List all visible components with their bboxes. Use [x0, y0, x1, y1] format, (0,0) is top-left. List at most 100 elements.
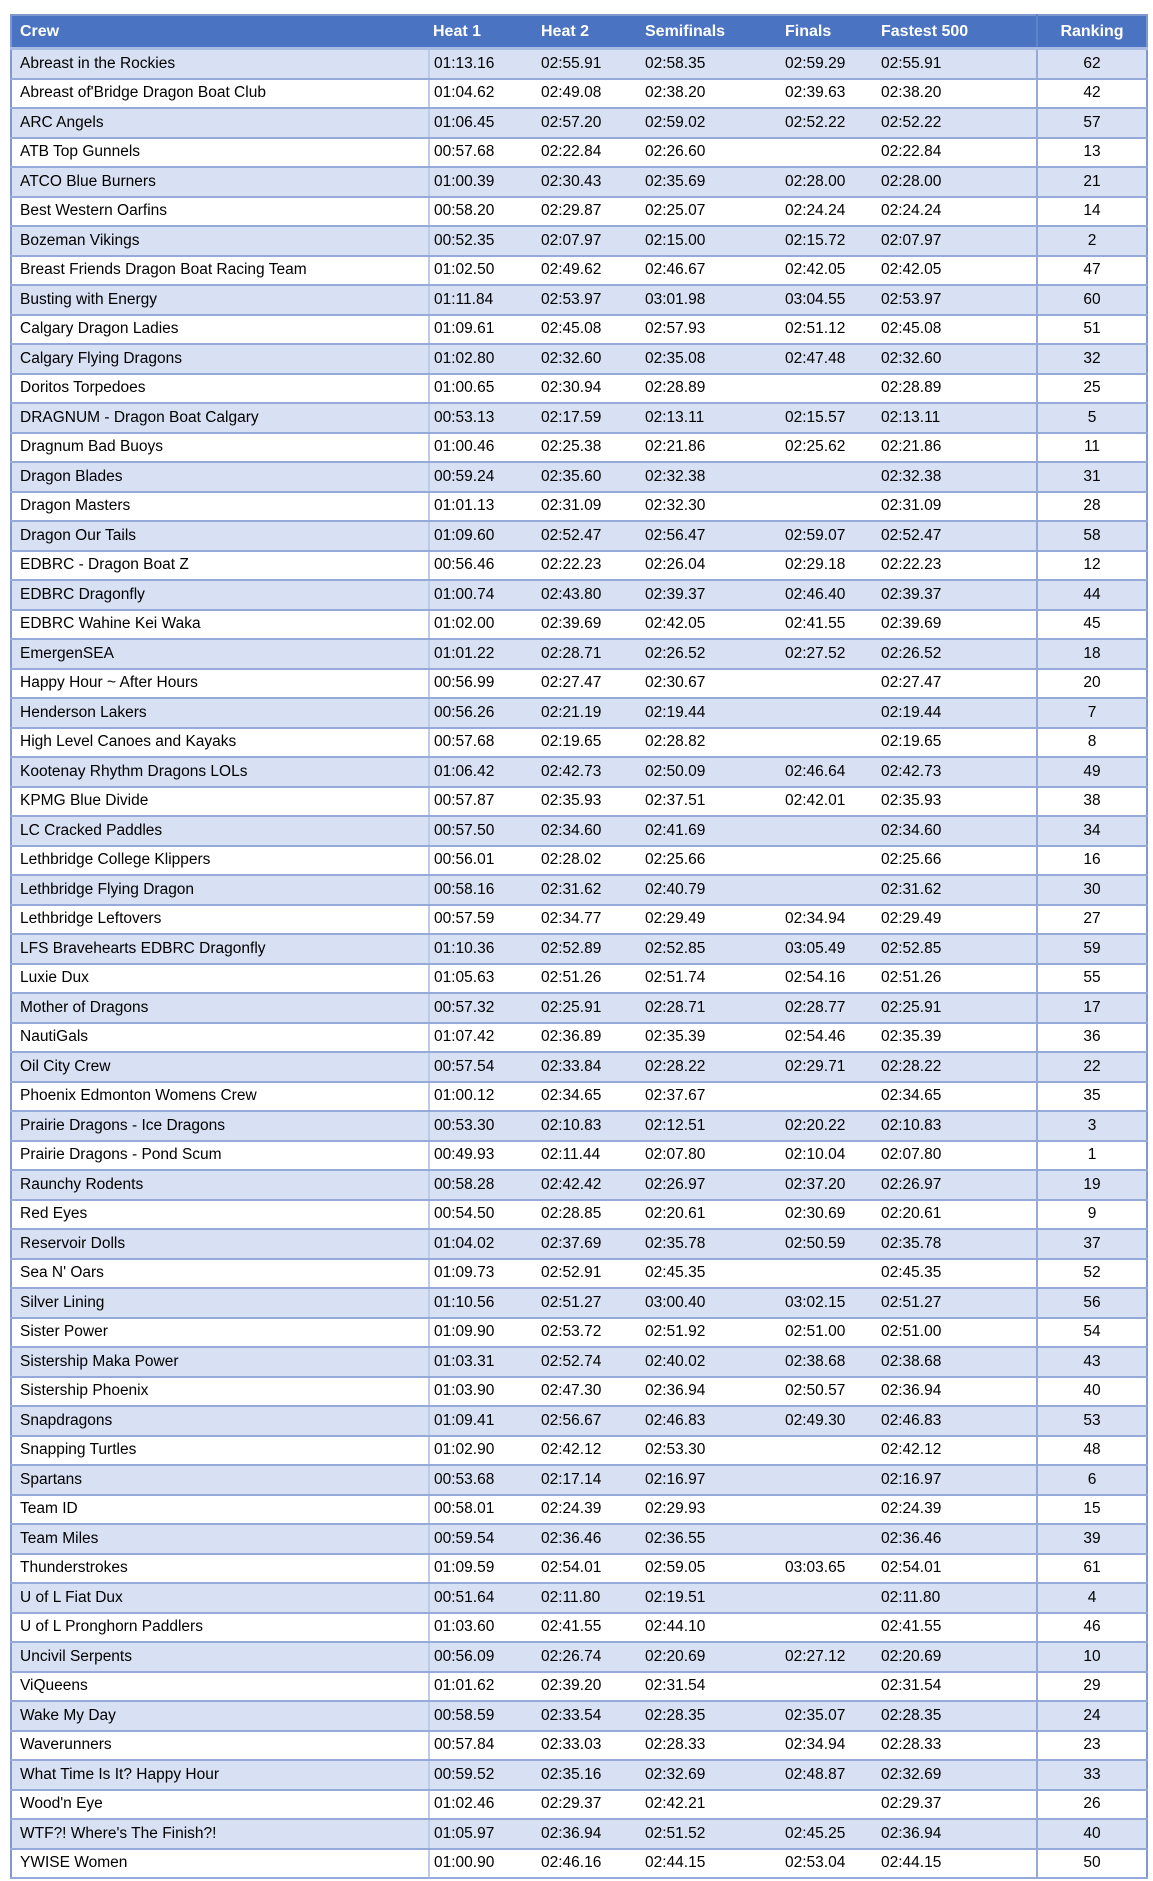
heat1-cell: 00:57.32 — [429, 993, 537, 1024]
fastest500-cell: 02:53.97 — [877, 285, 1038, 316]
semifinals-cell: 02:26.52 — [641, 639, 781, 670]
ranking-cell: 61 — [1037, 1553, 1147, 1584]
heat2-cell: 02:10.83 — [537, 1111, 641, 1142]
table-row: LC Cracked Paddles 00:57.50 02:34.60 02:41.… — [11, 816, 1147, 847]
table-row: ATCO Blue Burners 01:00.39 02:30.43 02:35.6… — [11, 167, 1147, 198]
ranking-cell: 36 — [1037, 1022, 1147, 1053]
table-row: High Level Canoes and Kayaks 00:57.68 02:1… — [11, 727, 1147, 758]
fastest500-cell: 02:28.35 — [877, 1701, 1038, 1732]
finals-cell: 02:15.57 — [781, 403, 877, 434]
table-row: Sister Power 01:09.90 02:53.72 02:51.92 02:5… — [11, 1317, 1147, 1348]
semifinals-cell: 02:41.69 — [641, 816, 781, 847]
table-row: Prairie Dragons - Ice Dragons 00:53.30 02:… — [11, 1111, 1147, 1142]
ranking-cell: 30 — [1037, 875, 1147, 906]
table-row: Dragon Masters 01:01.13 02:31.09 02:32.30 02… — [11, 491, 1147, 522]
heat2-cell: 02:22.84 — [537, 137, 641, 168]
crew-cell: ATB Top Gunnels — [11, 137, 430, 168]
finals-cell: 02:27.12 — [781, 1642, 877, 1673]
crew-cell: Bozeman Vikings — [11, 226, 430, 257]
table-row: Calgary Flying Dragons 01:02.80 02:32.60 02… — [11, 344, 1147, 375]
ranking-cell: 24 — [1037, 1701, 1147, 1732]
fastest500-cell: 02:22.84 — [877, 137, 1038, 168]
heat1-cell: 01:10.36 — [429, 934, 537, 965]
finals-cell — [781, 875, 877, 906]
ranking-cell: 37 — [1037, 1229, 1147, 1260]
crew-cell: Calgary Dragon Ladies — [11, 314, 430, 345]
heat1-cell: 01:00.74 — [429, 580, 537, 611]
table-row: Doritos Torpedoes 01:00.65 02:30.94 02:28.8… — [11, 373, 1147, 404]
fastest500-cell: 02:32.69 — [877, 1760, 1038, 1791]
heat1-cell: 00:58.59 — [429, 1701, 537, 1732]
finals-cell: 02:52.22 — [781, 108, 877, 139]
table-row: WTF?! Where's The Finish?! 01:05.97 02:36.… — [11, 1819, 1147, 1850]
heat1-cell: 01:09.41 — [429, 1406, 537, 1437]
results-table-container: Crew Heat 1 Heat 2 Semifinals Finals Fastest … — [10, 14, 1148, 1879]
table-row: Snapdragons 01:09.41 02:56.67 02:46.83 02:49… — [11, 1406, 1147, 1437]
crew-cell: EDBRC Wahine Kei Waka — [11, 609, 430, 640]
heat1-cell: 01:06.42 — [429, 757, 537, 788]
heat1-cell: 00:49.93 — [429, 1140, 537, 1171]
heat2-cell: 02:26.74 — [537, 1642, 641, 1673]
heat1-cell: 01:02.46 — [429, 1789, 537, 1820]
semifinals-cell: 02:35.39 — [641, 1022, 781, 1053]
crew-cell: Luxie Dux — [11, 963, 430, 994]
table-row: Lethbridge College Klippers 00:56.01 02:28… — [11, 845, 1147, 876]
table-row: Abreast in the Rockies 01:13.16 02:55.91 02… — [11, 48, 1147, 80]
ranking-cell: 53 — [1037, 1406, 1147, 1437]
heat1-cell: 00:57.59 — [429, 904, 537, 935]
table-row: ARC Angels 01:06.45 02:57.20 02:59.02 02:52.… — [11, 108, 1147, 139]
heat2-cell: 02:35.60 — [537, 462, 641, 493]
table-row: Bozeman Vikings 00:52.35 02:07.97 02:15.00 0… — [11, 226, 1147, 257]
crew-cell: Spartans — [11, 1465, 430, 1496]
crew-cell: Abreast in the Rockies — [11, 48, 430, 80]
ranking-cell: 12 — [1037, 550, 1147, 581]
heat1-cell: 00:59.54 — [429, 1524, 537, 1555]
semifinals-cell: 02:16.97 — [641, 1465, 781, 1496]
heat1-cell: 00:56.99 — [429, 668, 537, 699]
fastest500-cell: 02:28.33 — [877, 1730, 1038, 1761]
finals-cell — [781, 845, 877, 876]
semifinals-cell: 02:58.35 — [641, 48, 781, 80]
semifinals-cell: 02:26.97 — [641, 1170, 781, 1201]
finals-cell — [781, 137, 877, 168]
heat2-cell: 02:19.65 — [537, 727, 641, 758]
semifinals-cell: 02:53.30 — [641, 1435, 781, 1466]
finals-cell: 02:29.71 — [781, 1052, 877, 1083]
finals-cell: 02:29.18 — [781, 550, 877, 581]
fastest500-cell: 02:54.01 — [877, 1553, 1038, 1584]
crew-cell: Silver Lining — [11, 1288, 430, 1319]
fastest500-cell: 02:51.00 — [877, 1317, 1038, 1348]
heat2-cell: 02:49.08 — [537, 78, 641, 109]
finals-cell: 02:38.68 — [781, 1347, 877, 1378]
fastest500-cell: 02:42.73 — [877, 757, 1038, 788]
semifinals-cell: 02:35.08 — [641, 344, 781, 375]
heat2-cell: 02:17.14 — [537, 1465, 641, 1496]
crew-cell: Doritos Torpedoes — [11, 373, 430, 404]
column-header-semifinals: Semifinals — [641, 15, 781, 50]
table-row: EDBRC Dragonfly 01:00.74 02:43.80 02:39.37 0… — [11, 580, 1147, 611]
crew-cell: Sister Power — [11, 1317, 430, 1348]
table-row: Lethbridge Flying Dragon 00:58.16 02:31.62… — [11, 875, 1147, 906]
crew-cell: ViQueens — [11, 1671, 430, 1702]
heat1-cell: 01:07.42 — [429, 1022, 537, 1053]
table-row: Sea N' Oars 01:09.73 02:52.91 02:45.35 02:45… — [11, 1258, 1147, 1289]
heat1-cell: 00:57.68 — [429, 727, 537, 758]
heat1-cell: 00:57.50 — [429, 816, 537, 847]
fastest500-cell: 02:34.60 — [877, 816, 1038, 847]
crew-cell: Henderson Lakers — [11, 698, 430, 729]
finals-cell — [781, 1494, 877, 1525]
fastest500-cell: 02:27.47 — [877, 668, 1038, 699]
ranking-cell: 5 — [1037, 403, 1147, 434]
crew-cell: Team Miles — [11, 1524, 430, 1555]
heat2-cell: 02:46.16 — [537, 1848, 641, 1879]
finals-cell: 02:27.52 — [781, 639, 877, 670]
heat1-cell: 00:56.46 — [429, 550, 537, 581]
finals-cell: 03:02.15 — [781, 1288, 877, 1319]
heat1-cell: 00:59.24 — [429, 462, 537, 493]
table-row: ATB Top Gunnels 00:57.68 02:22.84 02:26.60 0… — [11, 137, 1147, 168]
heat2-cell: 02:25.91 — [537, 993, 641, 1024]
fastest500-cell: 02:36.94 — [877, 1819, 1038, 1850]
crew-cell: NautiGals — [11, 1022, 430, 1053]
ranking-cell: 62 — [1037, 48, 1147, 80]
